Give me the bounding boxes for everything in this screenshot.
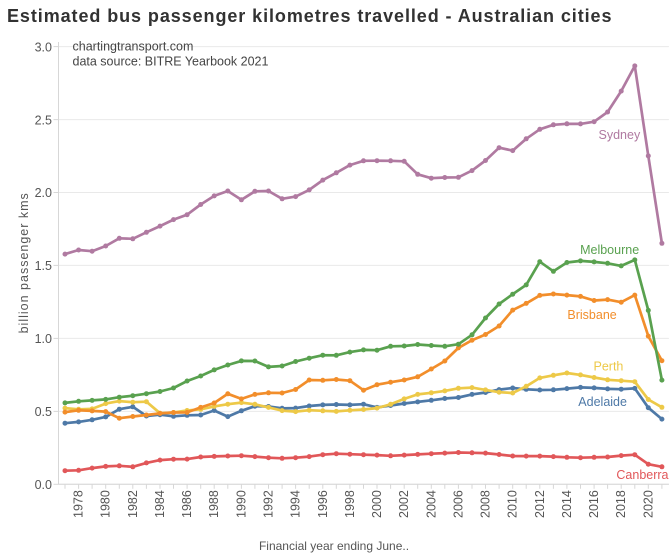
svg-text:Financial year ending June..: Financial year ending June.. (259, 539, 409, 553)
svg-text:2018: 2018 (614, 490, 628, 518)
svg-text:1.5: 1.5 (35, 259, 52, 273)
svg-text:Adelaide: Adelaide (578, 395, 627, 409)
svg-text:0.0: 0.0 (35, 478, 52, 492)
svg-text:Perth: Perth (594, 359, 624, 373)
svg-text:2014: 2014 (560, 490, 574, 518)
svg-text:0.5: 0.5 (35, 405, 52, 419)
svg-text:2.0: 2.0 (35, 186, 52, 200)
svg-text:billion passenger kms: billion passenger kms (17, 192, 31, 333)
svg-text:2016: 2016 (587, 490, 601, 518)
svg-text:3.0: 3.0 (35, 40, 52, 54)
svg-text:2.5: 2.5 (35, 113, 52, 127)
svg-text:Brisbane: Brisbane (567, 308, 616, 322)
svg-text:Sydney: Sydney (599, 128, 641, 142)
svg-text:1.0: 1.0 (35, 332, 52, 346)
svg-text:1980: 1980 (99, 490, 113, 518)
svg-text:2002: 2002 (397, 490, 411, 518)
svg-text:1994: 1994 (289, 490, 303, 518)
svg-text:Estimated bus passenger kilome: Estimated bus passenger kilometres trave… (7, 6, 612, 26)
svg-text:Canberra: Canberra (616, 468, 668, 482)
svg-text:2000: 2000 (370, 490, 384, 518)
svg-text:1998: 1998 (343, 490, 357, 518)
svg-text:chartingtransport.com: chartingtransport.com (73, 40, 194, 54)
svg-text:1986: 1986 (180, 490, 194, 518)
svg-text:data source: BITRE Yearbook 20: data source: BITRE Yearbook 2021 (73, 55, 269, 69)
svg-text:2008: 2008 (479, 490, 493, 518)
svg-text:2004: 2004 (424, 490, 438, 518)
svg-text:1988: 1988 (207, 490, 221, 518)
svg-text:Melbourne: Melbourne (580, 243, 639, 257)
svg-text:1982: 1982 (126, 490, 140, 518)
svg-text:2010: 2010 (506, 490, 520, 518)
svg-text:1990: 1990 (234, 490, 248, 518)
svg-text:1978: 1978 (72, 490, 86, 518)
svg-text:1996: 1996 (316, 490, 330, 518)
svg-text:2012: 2012 (533, 490, 547, 518)
svg-text:2006: 2006 (451, 490, 465, 518)
svg-text:1992: 1992 (262, 490, 276, 518)
svg-text:2020: 2020 (641, 490, 655, 518)
svg-text:1984: 1984 (153, 490, 167, 518)
